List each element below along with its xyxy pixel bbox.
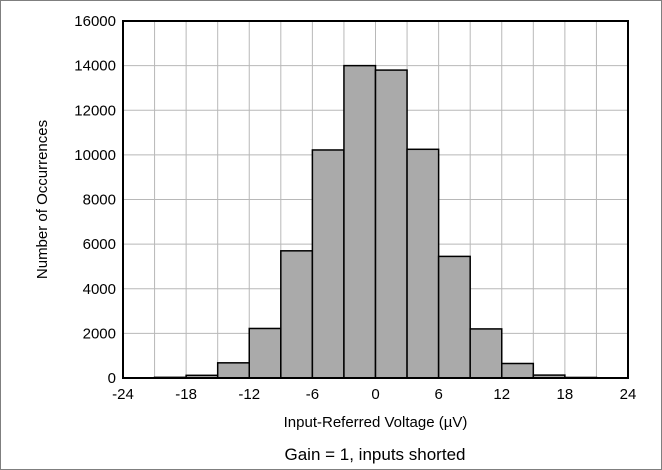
- y-tick-label: 12000: [74, 102, 116, 119]
- x-tick-label: 12: [493, 386, 510, 403]
- histogram-bar: [280, 250, 314, 379]
- histogram-bar: [343, 64, 377, 379]
- y-tick-label: 4000: [83, 281, 116, 298]
- x-tick-label: -18: [175, 386, 197, 403]
- y-tick-label: 8000: [83, 192, 116, 209]
- x-tick-label: 6: [434, 386, 442, 403]
- y-tick-label: 6000: [83, 236, 116, 253]
- x-tick-label: 18: [557, 386, 574, 403]
- x-tick-label: -12: [238, 386, 260, 403]
- x-tick-label: 0: [371, 386, 379, 403]
- histogram-bar: [437, 255, 471, 379]
- histogram-bar: [501, 362, 535, 379]
- histogram-bars: [153, 64, 598, 379]
- chart-caption: Gain = 1, inputs shorted: [285, 445, 466, 464]
- y-tick-label: 14000: [74, 58, 116, 75]
- histogram-bar: [374, 69, 408, 379]
- y-tick-label: 0: [108, 370, 116, 387]
- histogram-bar: [248, 327, 282, 379]
- x-tick-label: -24: [112, 386, 134, 403]
- x-tick-label: -6: [306, 386, 319, 403]
- y-axis-label: Number of Occurrences: [34, 120, 51, 279]
- histogram-bar: [469, 328, 503, 379]
- y-tick-label: 10000: [74, 147, 116, 164]
- histogram-bar: [406, 148, 440, 379]
- y-tick-label: 2000: [83, 325, 116, 342]
- x-axis-label: Input-Referred Voltage (µV): [284, 414, 468, 431]
- y-tick-label: 16000: [74, 13, 116, 30]
- y-tick-labels: 0 2000 4000 6000 8000 10000 12000 14000 16000: [74, 13, 116, 387]
- histogram-bar: [216, 362, 250, 379]
- x-tick-label: 24: [620, 386, 637, 403]
- plot-border: [122, 20, 629, 379]
- histogram-bar: [311, 149, 345, 379]
- x-tick-labels: -24 -18 -12 -6 0 6 12 18 24: [112, 386, 636, 403]
